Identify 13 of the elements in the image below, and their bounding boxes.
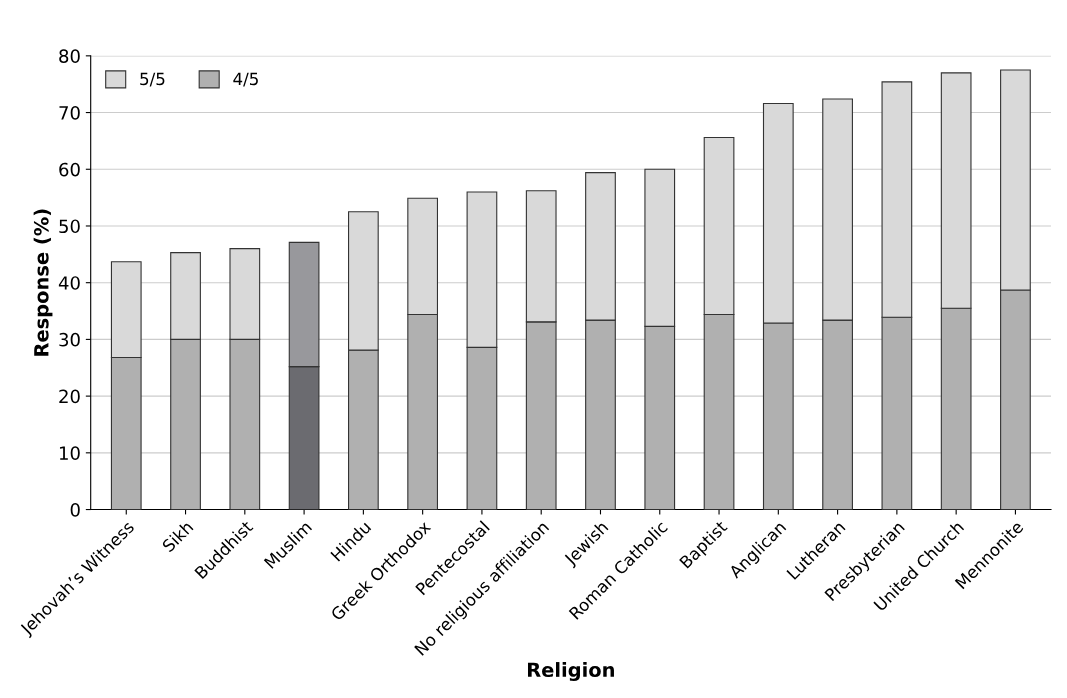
y-tick-label: 0 (70, 503, 80, 517)
y-tick-label: 50 (59, 219, 80, 234)
x-axis-title: Religion (527, 662, 614, 682)
y-tick-label: 30 (59, 332, 80, 347)
y-axis-title: Response (%) (33, 209, 53, 356)
y-tick-label: 20 (59, 389, 80, 404)
legend-label: 4/5 (233, 72, 258, 87)
y-tick-label: 80 (59, 49, 80, 63)
y-tick-label: 70 (59, 106, 80, 120)
y-tick-label: 40 (58, 276, 80, 290)
y-tick-label: 60 (59, 162, 80, 177)
y-tick-label: 10 (59, 446, 80, 460)
legend-label: 5/5 (140, 72, 165, 87)
